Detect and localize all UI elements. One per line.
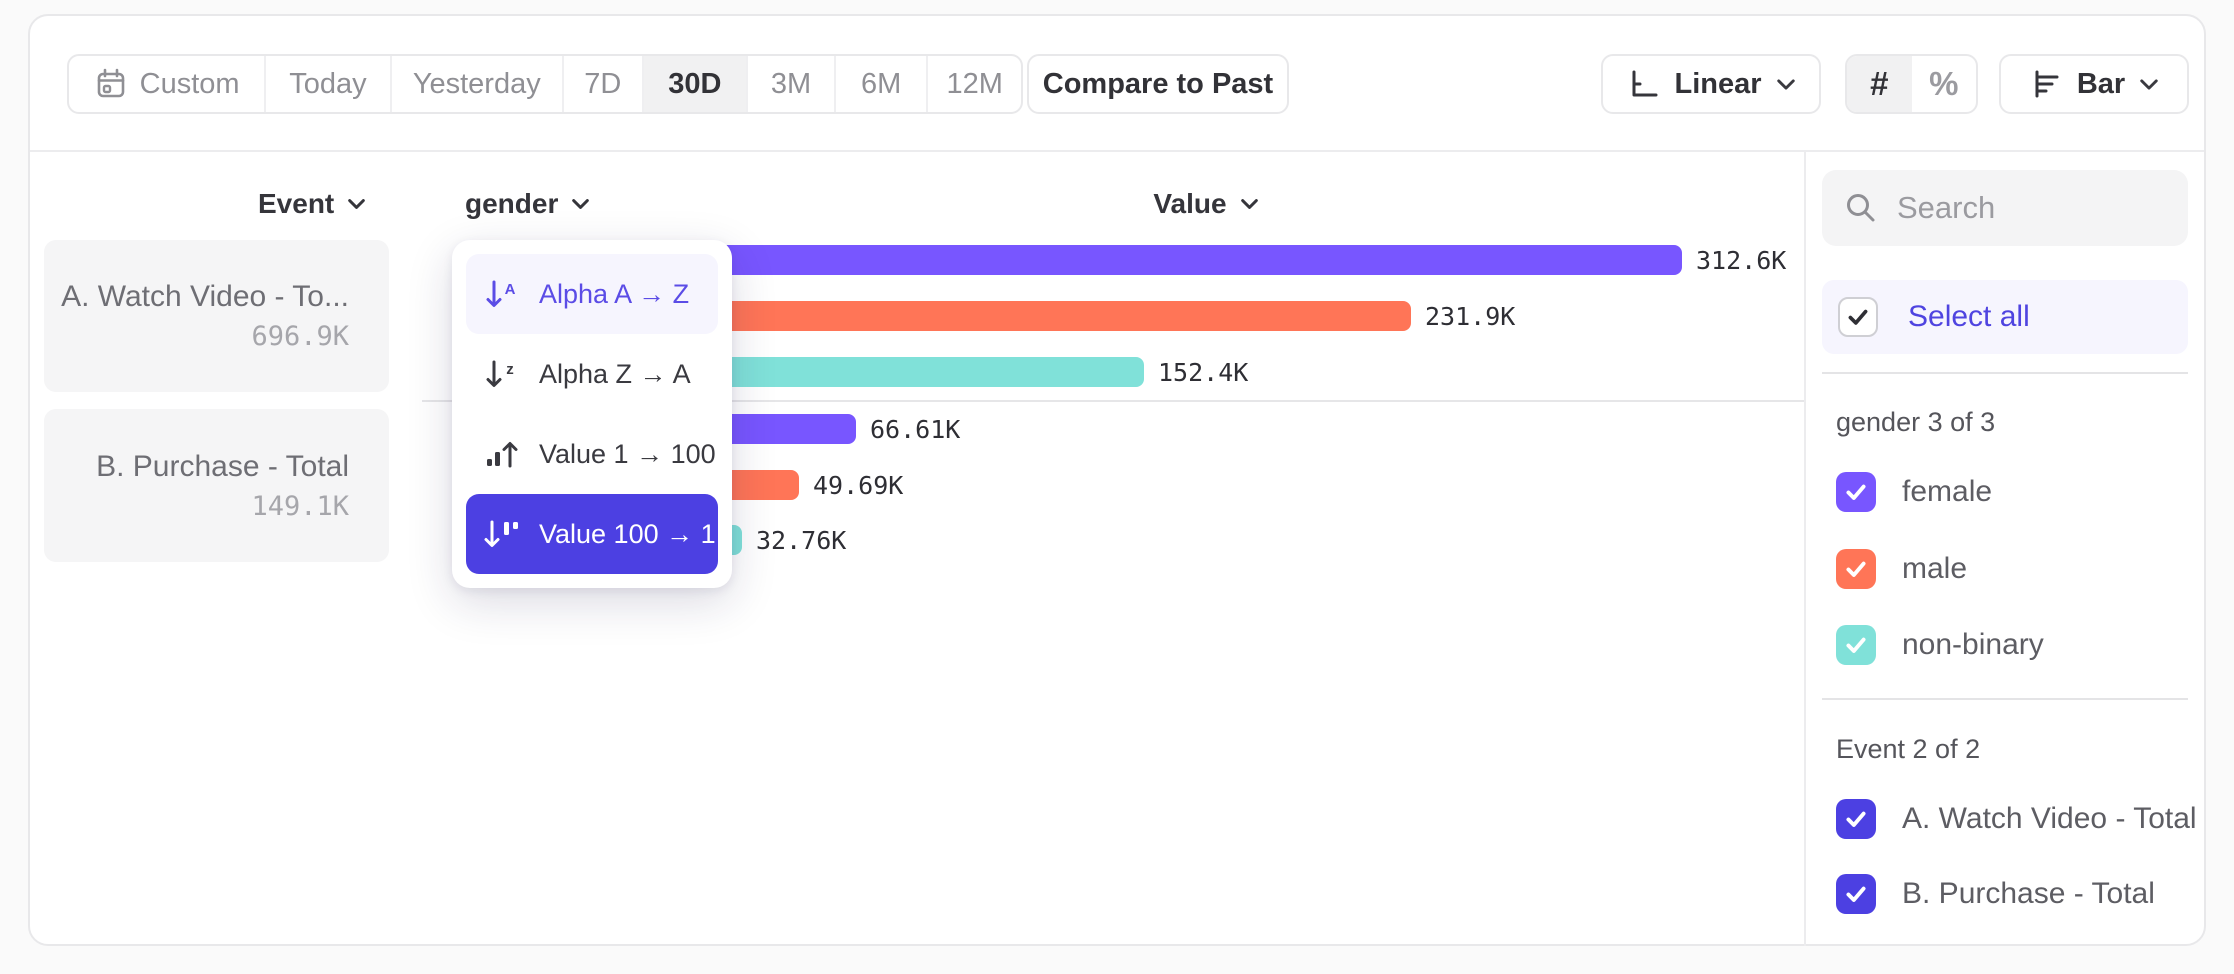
scale-dropdown-button[interactable]: Linear [1601, 54, 1821, 114]
search-box [1822, 170, 2188, 246]
event-card-a-watch-video-to[interactable]: A. Watch Video - To... 696.9K [44, 240, 389, 392]
bar-a-watch-video-total-male[interactable] [632, 301, 1411, 331]
sort-alpha-desc-icon: z [482, 355, 520, 393]
bar-value-label: 152.4K [1158, 358, 1249, 387]
date-range-custom[interactable]: Custom [69, 56, 267, 112]
date-range-3m[interactable]: 3M [748, 56, 836, 112]
date-range-label: 30D [668, 67, 722, 100]
filter-row-a-watch-video-total[interactable]: A. Watch Video - Total [1836, 799, 2197, 839]
event-card-b-purchase-total[interactable]: B. Purchase - Total 149.1K [44, 409, 389, 562]
checkbox-female[interactable] [1836, 472, 1876, 512]
sidebar-section-divider [1822, 698, 2188, 700]
event-card-title: A. Watch Video - To... [61, 280, 349, 313]
svg-text:A: A [505, 281, 516, 298]
sort-option-label: Value 100 → 1 [539, 518, 716, 549]
date-range-today[interactable]: Today [266, 56, 392, 112]
filter-row-male[interactable]: male [1836, 549, 1967, 589]
format-absolute-toggle[interactable]: # [1847, 56, 1912, 112]
sort-option-label: Alpha A → Z [539, 278, 690, 309]
event-card-total: 149.1K [251, 490, 349, 522]
bar-value-label: 66.61K [870, 415, 961, 444]
checkbox-b-purchase-total[interactable] [1836, 874, 1876, 914]
sidebar-section-divider [1822, 372, 2188, 374]
date-range-12m[interactable]: 12M [928, 56, 1021, 112]
breakdown-column-label: gender [465, 188, 559, 219]
date-range-label: 6M [860, 67, 902, 100]
search-icon [1844, 191, 1878, 225]
bar-a-watch-video-total-female[interactable] [632, 245, 1682, 275]
sort-option-alpha-a-z[interactable]: A Alpha A → Z [466, 254, 718, 334]
event-card-title: B. Purchase - Total [96, 449, 349, 483]
calendar-icon [94, 67, 128, 101]
event-column-header[interactable]: Event [258, 188, 366, 220]
sort-option-value-100-1[interactable]: Value 100 → 1 [466, 494, 718, 574]
filter-row-non-binary[interactable]: non-binary [1836, 625, 2044, 665]
svg-text:z: z [506, 361, 514, 378]
event-column-label: Event [258, 188, 335, 219]
value-column-header[interactable]: Value [1120, 188, 1292, 220]
select-all-row[interactable]: Select all [1822, 280, 2188, 354]
chevron-down-icon [1240, 198, 1259, 210]
filter-row-female[interactable]: female [1836, 472, 1992, 512]
event-card-total: 696.9K [251, 321, 349, 352]
filter-label: non-binary [1902, 628, 2044, 661]
sort-menu: A Alpha A → Z z Alpha Z → A Value 1 → 100 Val… [452, 240, 732, 588]
sort-option-label: Alpha Z → A [539, 358, 691, 389]
toolbar-divider [30, 150, 2204, 152]
number-format-toggle: #% [1845, 54, 1978, 114]
value-column-label: Value [1153, 188, 1227, 219]
chart-type-label: Bar [2076, 67, 2126, 100]
date-range-label: 7D [584, 67, 622, 100]
select-all-checkbox[interactable] [1838, 297, 1878, 337]
date-range-7d[interactable]: 7D [564, 56, 644, 112]
date-range-control: Custom Today Yesterday 7D 30D 3M 6M 12M [67, 54, 1023, 114]
format-percent-toggle[interactable]: % [1929, 65, 1959, 102]
sort-option-label: Value 1 → 100 [539, 438, 716, 469]
compare-to-past-label: Compare to Past [1042, 67, 1274, 100]
date-range-label: Today [289, 67, 367, 100]
chevron-down-icon [2139, 78, 2159, 91]
checkbox-non-binary[interactable] [1836, 625, 1876, 665]
checkbox-male[interactable] [1836, 549, 1876, 589]
sidebar-section-title: Event 2 of 2 [1836, 734, 1981, 764]
chevron-down-icon [571, 198, 590, 210]
bar-value-label: 49.69K [813, 471, 904, 500]
select-all-label: Select all [1908, 300, 2030, 333]
checkbox-a-watch-video-total[interactable] [1836, 799, 1876, 839]
sort-option-alpha-z-a[interactable]: z Alpha Z → A [466, 334, 718, 414]
filter-label: B. Purchase - Total [1902, 877, 2155, 910]
filter-label: female [1902, 475, 1993, 508]
sort-alpha-asc-icon: A [482, 275, 520, 313]
date-range-label: 3M [770, 67, 812, 100]
filter-row-b-purchase-total[interactable]: B. Purchase - Total [1836, 874, 2155, 914]
bar-value-label: 231.9K [1425, 302, 1516, 331]
search-input[interactable] [1897, 190, 2166, 226]
chevron-down-icon [347, 198, 366, 210]
date-range-yesterday[interactable]: Yesterday [392, 56, 564, 112]
chevron-down-icon [1776, 78, 1796, 91]
bar-chart-icon [2029, 67, 2063, 101]
sort-option-value-1-100[interactable]: Value 1 → 100 [466, 414, 718, 494]
sort-value-asc-icon [482, 435, 520, 473]
linear-axis-icon [1626, 67, 1660, 101]
chart-type-dropdown-button[interactable]: Bar [1999, 54, 2189, 114]
date-range-30d[interactable]: 30D [643, 56, 749, 112]
group-divider [422, 400, 1804, 402]
date-range-6m[interactable]: 6M [836, 56, 929, 112]
date-range-label: Custom [139, 67, 240, 100]
breakdown-column-header[interactable]: gender [465, 188, 590, 220]
sidebar-section-title: gender 3 of 3 [1836, 407, 1996, 437]
sidebar-divider [1804, 150, 1806, 946]
bar-value-label: 312.6K [1696, 246, 1787, 275]
filter-label: A. Watch Video - Total [1902, 802, 2197, 835]
date-range-label: Yesterday [412, 67, 541, 100]
date-range-label: 12M [946, 67, 1003, 100]
sort-value-desc-icon [482, 515, 520, 553]
filter-label: male [1902, 552, 1968, 585]
compare-to-past-button[interactable]: Compare to Past [1027, 54, 1289, 114]
report-card: Custom Today Yesterday 7D 30D 3M 6M 12M Compare… [28, 14, 2206, 946]
scale-label: Linear [1674, 67, 1762, 100]
bar-value-label: 32.76K [756, 526, 847, 555]
